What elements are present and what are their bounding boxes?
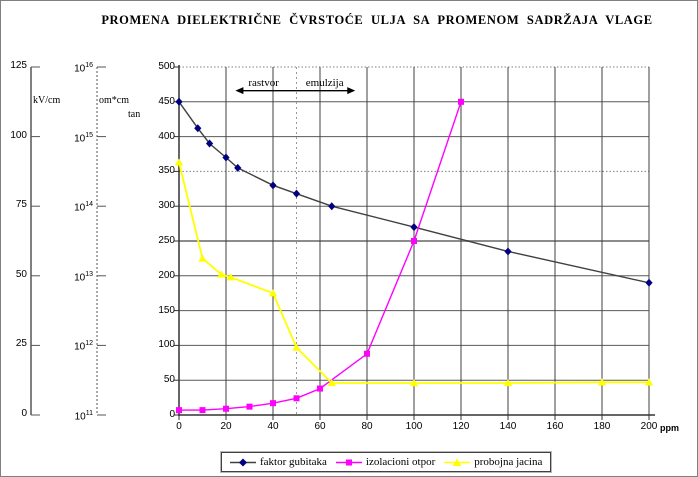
legend-item-probojna-jacina: probojna jacina: [444, 456, 542, 468]
data-point-diamond: [222, 153, 230, 162]
legend-marker-diamond-icon: [230, 458, 256, 466]
data-point-square: [176, 407, 182, 414]
kvcm-tick-label: 0: [21, 408, 27, 419]
kvcm-tick-label: 125: [10, 60, 27, 71]
data-point-square: [246, 403, 253, 410]
main-y-tick-label: 50: [163, 374, 175, 386]
data-point-triangle: [597, 378, 607, 386]
ohmcm-tick-label: 1011: [74, 410, 93, 423]
legend-marker-square-icon: [335, 459, 362, 465]
data-point-square: [223, 405, 229, 412]
axis-unit-tan: tan: [128, 109, 141, 120]
main-y-tick-label: 250: [158, 235, 175, 246]
data-point-diamond: [292, 189, 301, 198]
kvcm-tick-label: 75: [15, 199, 27, 211]
data-point-square: [317, 385, 323, 392]
kvcm-tick-label: 100: [10, 129, 27, 141]
legend-item-izolacioni-otpor: izolacioni otpor: [335, 456, 436, 468]
data-point-triangle: [226, 273, 235, 281]
main-y-tick-label: 400: [158, 130, 175, 142]
x-tick-label: 60: [314, 421, 326, 432]
data-point-triangle: [268, 289, 278, 297]
main-y-tick-label: 300: [158, 200, 175, 212]
x-tick-label: 20: [220, 421, 232, 432]
data-point-diamond: [645, 278, 653, 287]
data-point-square: [293, 395, 300, 402]
main-y-tick-label: 450: [158, 95, 175, 107]
data-point-square: [364, 350, 370, 357]
axis-unit-kvcm: kV/cm: [33, 95, 61, 106]
ohmcm-tick-label: 1012: [74, 340, 93, 353]
main-y-tick-label: 150: [158, 304, 175, 316]
x-tick-label: 200: [640, 421, 658, 432]
axis-unit-ppm: ppm: [660, 423, 679, 433]
data-point-triangle: [503, 378, 513, 387]
data-point-triangle: [292, 343, 301, 351]
legend-label-izolacioni-otpor: izolacioni otpor: [365, 456, 436, 468]
main-y-tick-label: 0: [169, 409, 175, 420]
data-point-diamond: [194, 124, 202, 133]
data-point-triangle: [644, 378, 654, 386]
ohmcm-tick-label: 1014: [74, 201, 93, 214]
data-point-triangle: [327, 378, 336, 387]
data-point-square: [199, 407, 206, 414]
data-point-diamond: [205, 139, 214, 148]
data-point-diamond: [328, 202, 336, 211]
kvcm-tick-label: 25: [15, 338, 27, 350]
kvcm-tick-label: 50: [15, 268, 27, 280]
data-point-triangle: [409, 378, 419, 387]
region-label-rastvor: rastvor: [248, 76, 279, 89]
data-point-diamond: [504, 247, 512, 256]
main-y-tick-label: 500: [158, 61, 175, 72]
data-point-square: [270, 400, 276, 407]
x-tick-label: 180: [593, 421, 611, 432]
data-point-diamond: [410, 223, 418, 232]
data-point-triangle: [174, 158, 184, 166]
x-tick-label: 0: [176, 421, 182, 432]
x-tick-label: 160: [546, 421, 564, 432]
main-y-tick-label: 350: [158, 165, 175, 177]
legend-marker-triangle-icon: [444, 458, 471, 466]
legend-label-faktor-gubitaka: faktor gubitaka: [260, 456, 327, 468]
data-point-triangle: [198, 254, 207, 262]
x-tick-label: 40: [267, 421, 279, 432]
legend: faktor gubitaka izolacioni otpor probojn…: [219, 451, 553, 473]
x-tick-label: 140: [499, 421, 517, 432]
legend-label-probojna-jacina: probojna jacina: [474, 456, 543, 468]
data-point-square: [411, 238, 417, 244]
legend-item-faktor-gubitaka: faktor gubitaka: [230, 456, 327, 468]
x-tick-label: 120: [452, 421, 470, 432]
axis-unit-ohmcm: om*cm: [99, 95, 129, 106]
series-line-1: [179, 101, 462, 411]
main-y-tick-label: 100: [158, 339, 175, 351]
data-point-diamond: [234, 163, 242, 172]
data-point-triangle: [217, 270, 226, 278]
x-tick-label: 100: [405, 421, 423, 432]
data-point-diamond: [175, 97, 183, 106]
x-tick-label: 80: [361, 421, 373, 432]
data-point-diamond: [269, 181, 277, 190]
ohmcm-tick-label: 1013: [74, 270, 93, 284]
data-point-square: [458, 98, 464, 105]
region-label-emulzija: emulzija: [305, 76, 344, 89]
ohmcm-tick-label: 1016: [74, 62, 93, 75]
chart-title: PROMENA DIELEKTRIČNE ČVRSTOĆE ULJA SA PR…: [101, 13, 653, 27]
ohmcm-tick-label: 1015: [74, 131, 93, 144]
main-y-tick-label: 200: [158, 269, 175, 281]
